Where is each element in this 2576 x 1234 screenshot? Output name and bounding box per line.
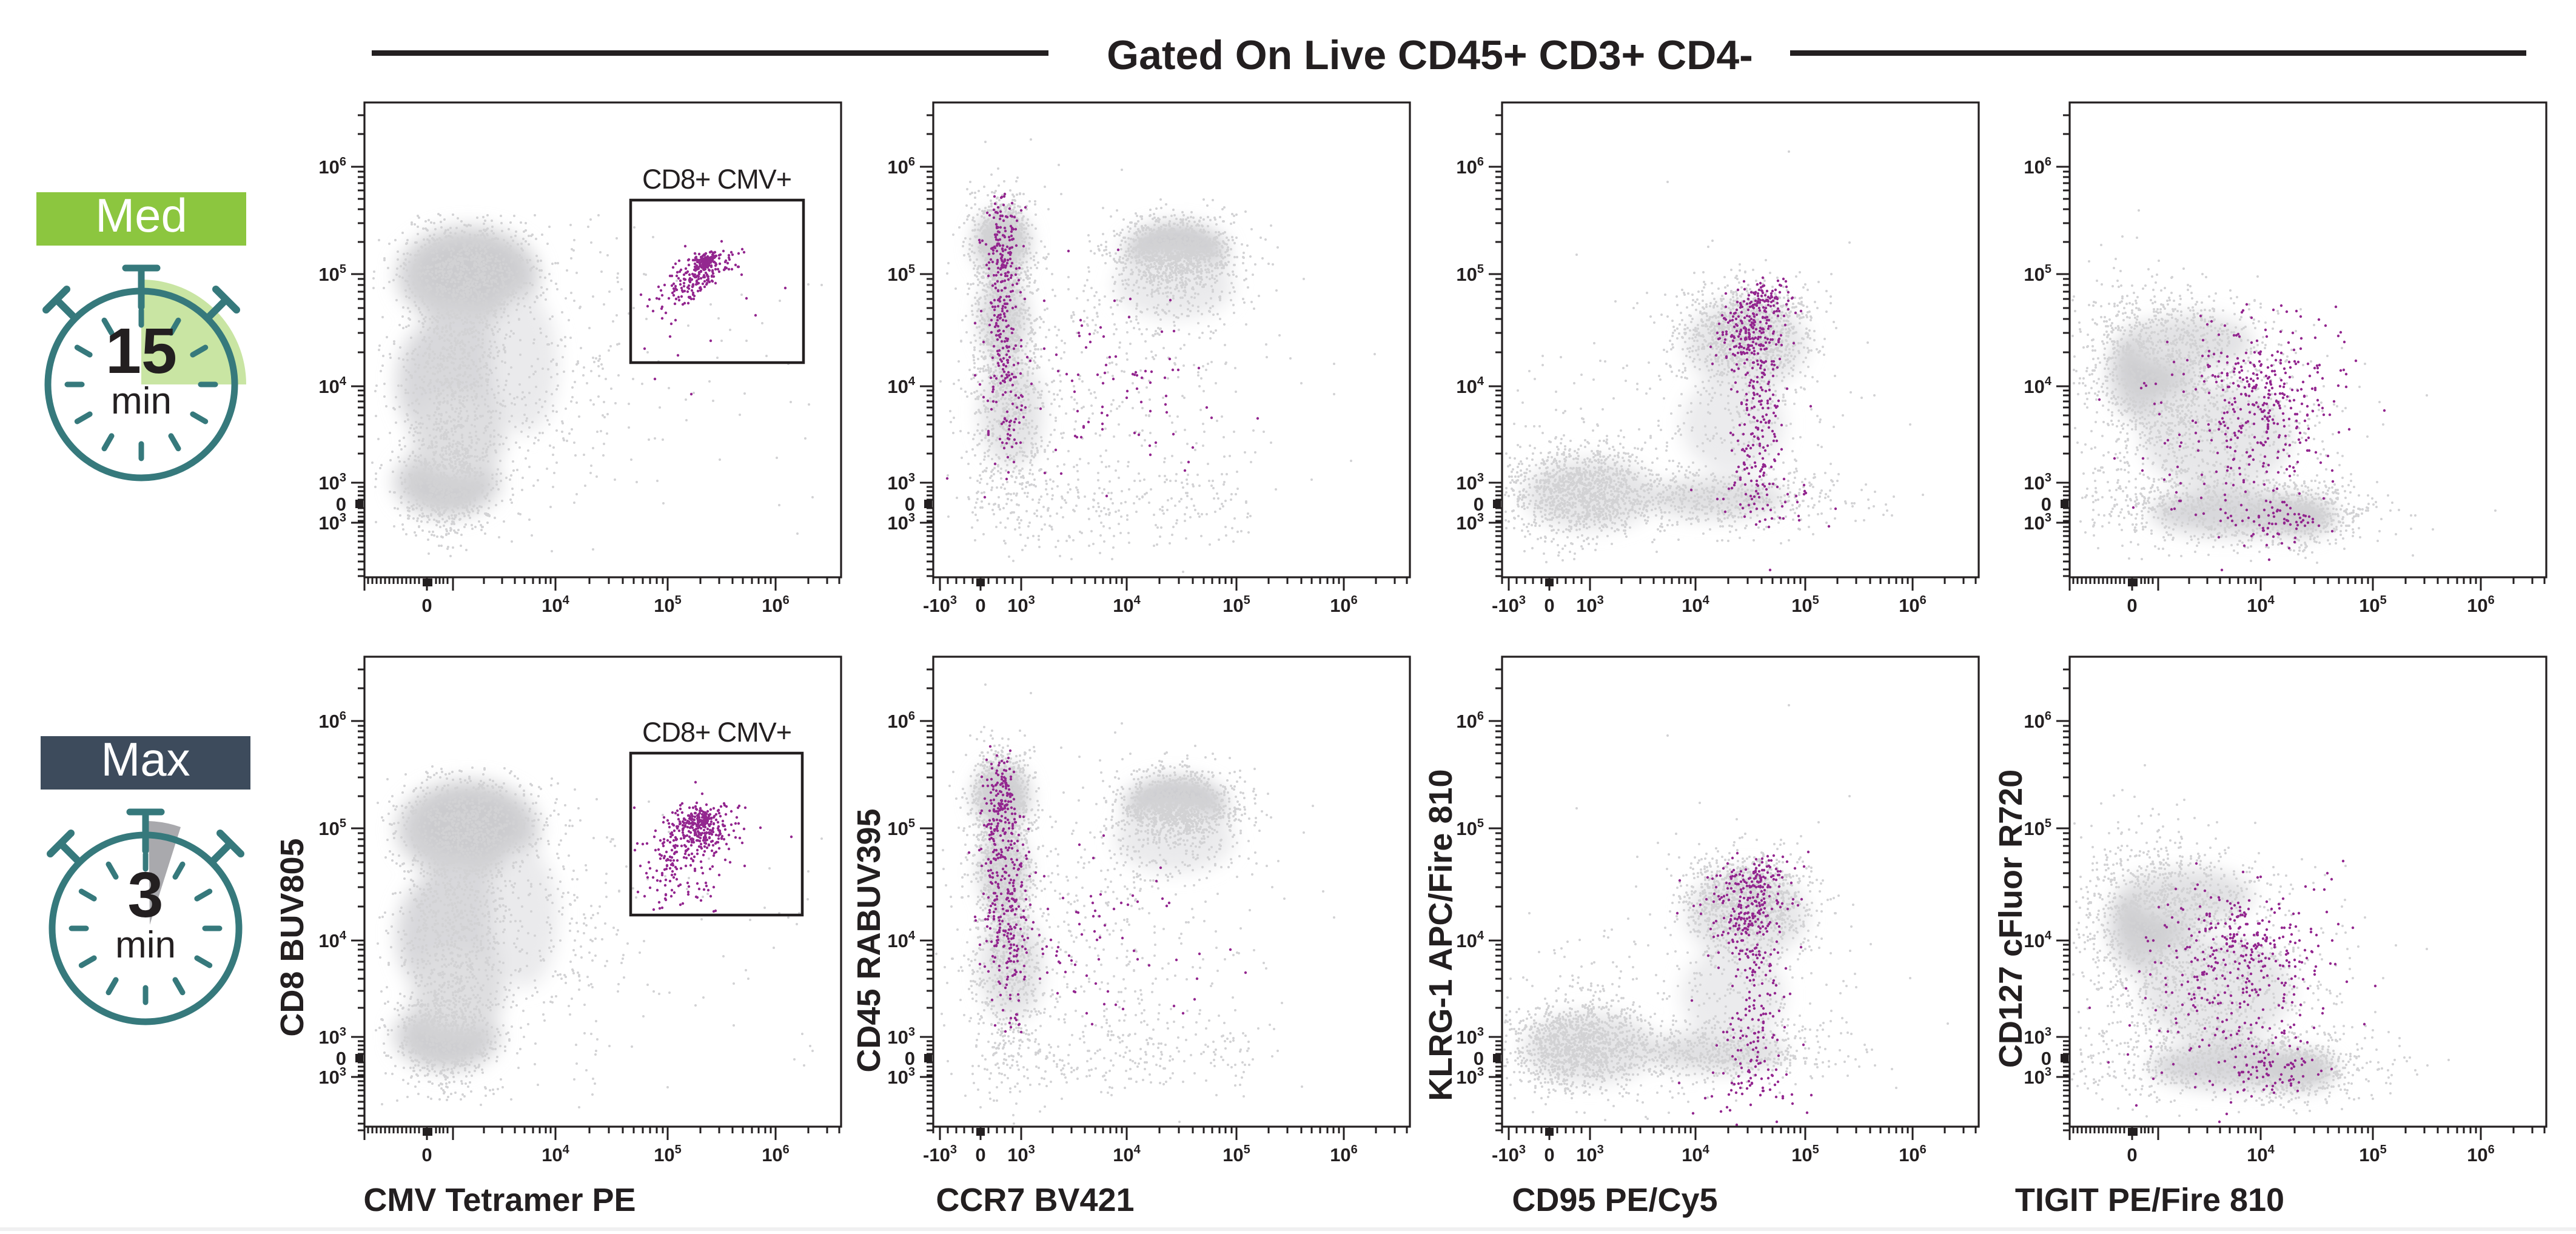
svg-text:15: 15 (106, 315, 177, 387)
svg-text:CD8+ CMV+: CD8+ CMV+ (642, 164, 791, 195)
svg-text:0: 0 (905, 494, 915, 515)
svg-text:105: 105 (1791, 1143, 1819, 1165)
svg-text:103: 103 (1456, 1025, 1484, 1048)
svg-text:0: 0 (421, 1144, 432, 1165)
svg-text:0: 0 (1474, 494, 1484, 515)
svg-text:0: 0 (1474, 1048, 1484, 1069)
svg-text:min: min (111, 380, 172, 422)
svg-text:CD45 RABUV395: CD45 RABUV395 (851, 808, 887, 1072)
svg-text:0: 0 (2041, 1048, 2051, 1069)
svg-text:KLRG-1 APC/Fire 810: KLRG-1 APC/Fire 810 (1423, 769, 1459, 1101)
svg-text:0: 0 (975, 595, 985, 616)
svg-text:0: 0 (336, 494, 346, 515)
svg-text:TIGIT PE/Fire 810: TIGIT PE/Fire 810 (2015, 1182, 2284, 1218)
svg-text:103: 103 (1456, 471, 1484, 494)
svg-text:CD127 cFluor R720: CD127 cFluor R720 (1993, 770, 2029, 1068)
svg-text:0: 0 (975, 1144, 985, 1165)
svg-text:0: 0 (1544, 1144, 1554, 1165)
svg-text:Max: Max (101, 733, 190, 786)
svg-text:CD8 BUV805: CD8 BUV805 (274, 838, 310, 1036)
svg-text:CCR7 BV421: CCR7 BV421 (936, 1182, 1134, 1218)
svg-text:104: 104 (318, 929, 346, 951)
svg-text:Gated On Live CD45+ CD3+ CD4-: Gated On Live CD45+ CD3+ CD4- (1107, 32, 1753, 78)
svg-text:CD8+ CMV+: CD8+ CMV+ (642, 717, 791, 748)
svg-text:Med: Med (95, 189, 187, 242)
svg-text:0: 0 (905, 1048, 915, 1069)
svg-text:106: 106 (887, 709, 915, 732)
svg-text:0: 0 (336, 1048, 346, 1069)
svg-text:0: 0 (2127, 1144, 2137, 1165)
svg-text:min: min (115, 924, 176, 966)
svg-text:103: 103 (1576, 594, 1604, 616)
svg-text:0: 0 (2041, 494, 2051, 515)
svg-text:0: 0 (1544, 595, 1554, 616)
svg-text:3: 3 (128, 859, 164, 931)
svg-text:CD95 PE/Cy5: CD95 PE/Cy5 (1512, 1182, 1717, 1218)
svg-text:0: 0 (421, 595, 432, 616)
svg-text:0: 0 (2127, 595, 2137, 616)
svg-text:CMV Tetramer PE: CMV Tetramer PE (363, 1182, 636, 1218)
